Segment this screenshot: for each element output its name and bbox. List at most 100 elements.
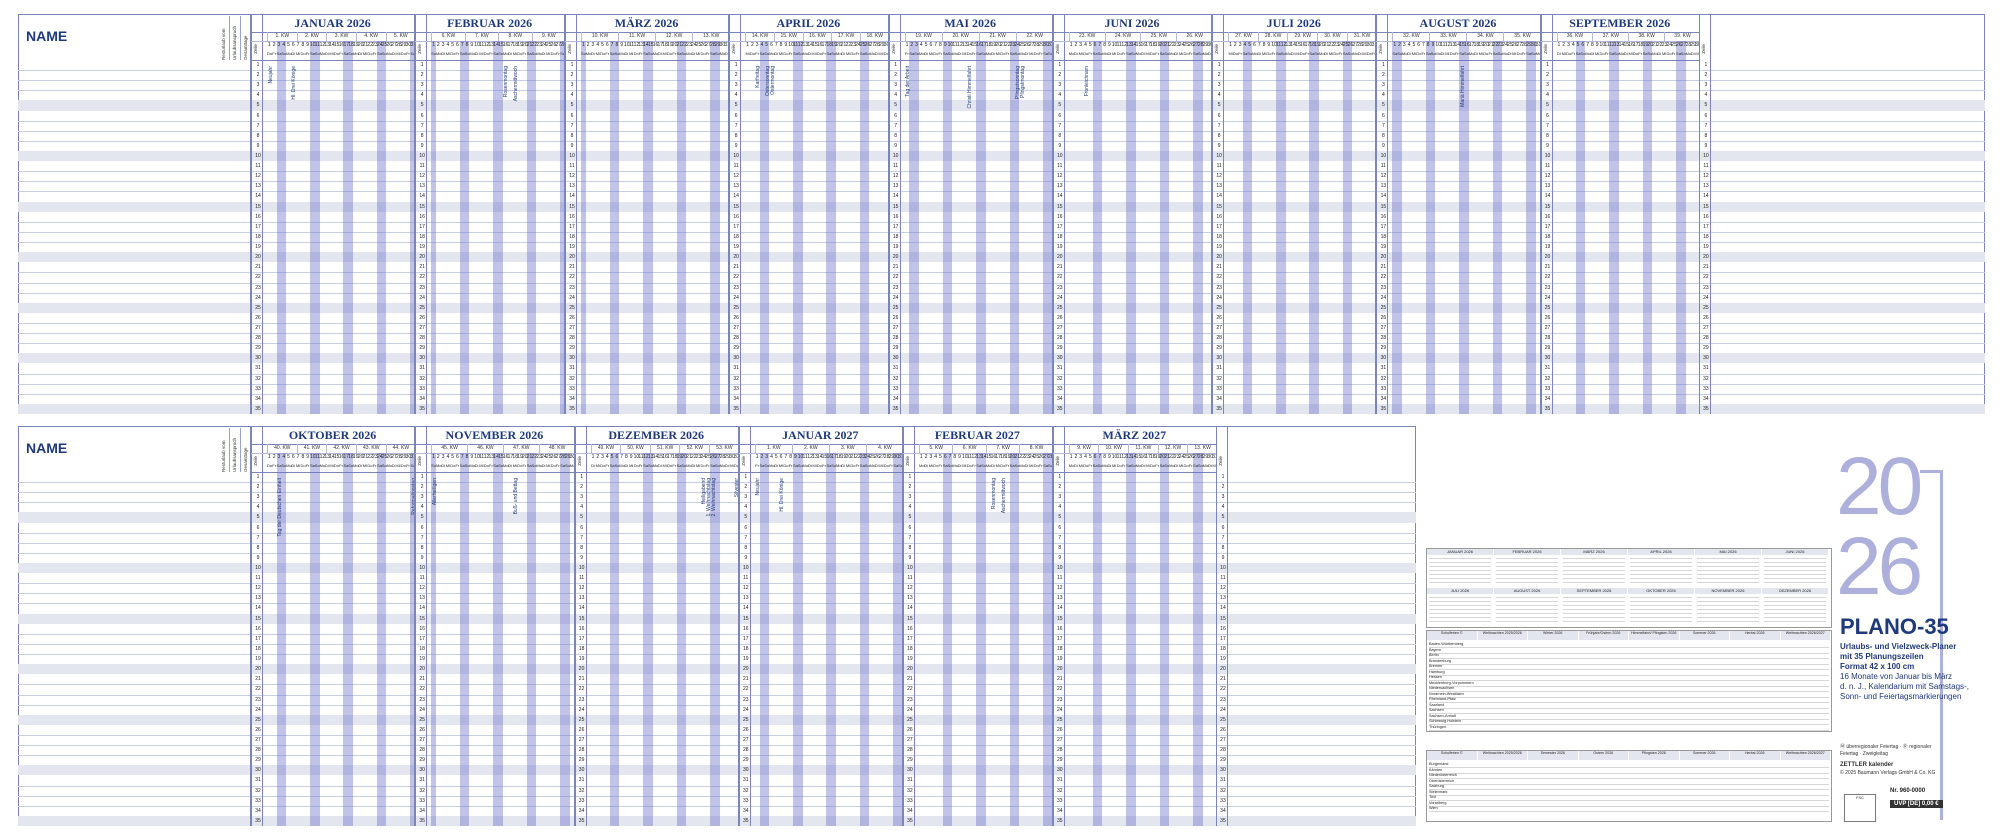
day-column: 7 Mo — [619, 453, 625, 826]
row-line — [18, 120, 1985, 122]
publisher-name: ZETTLER kalender — [1840, 762, 1894, 768]
day-number: 22 — [1328, 42, 1335, 48]
mini-cal-line — [1697, 582, 1759, 583]
row-number: 30 — [419, 767, 425, 774]
weekday-abbr: Do — [883, 51, 888, 56]
day-column: 23 Mi — [1662, 41, 1668, 414]
day-column: 14 Mi — [329, 453, 335, 826]
weekend-column: 27 Sa — [1043, 453, 1049, 826]
table-row-label: Brandenburg — [1429, 658, 1451, 663]
weekend-column: 6 Sa — [1092, 453, 1098, 826]
day-number: 13 — [488, 42, 495, 48]
day-column: 31Do — [734, 453, 738, 826]
row-number: 15 — [1056, 615, 1063, 622]
day-number: 7 — [620, 454, 624, 460]
weekday-abbr: Sa — [643, 51, 649, 56]
row-number: 31 — [1380, 365, 1387, 372]
weekend-column: 1 So — [431, 41, 436, 414]
weekday-abbr: Fr — [1671, 51, 1676, 56]
weekday-abbr: Do — [450, 463, 456, 468]
day-number: 30 — [1695, 42, 1699, 48]
day-number: 1 — [755, 454, 759, 460]
day-number: 24 — [376, 42, 383, 48]
day-column: 4 Fr — [1571, 41, 1576, 414]
row-number: 19 — [892, 244, 899, 251]
row-number: 31 — [419, 777, 425, 784]
day-column: 26 Mo — [387, 453, 393, 826]
weekday-abbr: Mi — [329, 463, 334, 468]
kw-label: 4. KW — [355, 32, 386, 41]
row-number: 2 — [256, 72, 260, 79]
weekday-abbr: So — [1247, 51, 1253, 56]
row-number: 6 — [1546, 112, 1549, 119]
row-number: 34 — [733, 395, 739, 402]
weekday-abbr: Mi — [1029, 51, 1034, 56]
day-number: 8 — [953, 454, 957, 460]
weekend-column: 14 Sa — [493, 41, 499, 414]
row-number: 20 — [1544, 254, 1551, 261]
day-number: 16 — [662, 454, 668, 460]
day-number: 19 — [990, 42, 997, 48]
row-number: 11 — [255, 575, 261, 582]
row-number: 35 — [1056, 405, 1063, 412]
weekend-column: 22 So — [531, 41, 537, 414]
row-number: 8 — [894, 132, 897, 139]
row-number: 20 — [578, 666, 585, 673]
weekday-abbr: So — [914, 51, 920, 56]
day-number: 10 — [1599, 42, 1606, 48]
mini-cal-line — [1764, 601, 1826, 602]
mini-cal-line — [1630, 601, 1692, 602]
day-column: 24 Di — [541, 41, 547, 414]
mini-cal-line — [1429, 597, 1491, 598]
day-number: 12 — [1609, 42, 1615, 48]
weekday-abbr: Sa — [1342, 51, 1348, 56]
day-number: 13 — [324, 42, 330, 48]
kw-label: 37. KW — [1592, 32, 1628, 41]
day-number: 15 — [971, 42, 978, 48]
row-line — [18, 80, 1985, 82]
weekend-column: 26 Sa — [1676, 41, 1682, 414]
row-number: 7 — [580, 534, 583, 541]
day-number: 10 — [633, 454, 640, 460]
day-column: 14 Mo — [653, 453, 659, 826]
zeile-column: Zeile 1 2 3 4 5 6 7 8 9 10 11 12 13 14 15 16 17 18 19 20 21 22… — [574, 426, 587, 826]
row-number: 32 — [892, 375, 899, 382]
row-number: 7 — [256, 122, 260, 129]
weekend-column: 21 Sa — [676, 41, 682, 414]
day-number: 19 — [1154, 454, 1161, 460]
day-number: 25 — [859, 42, 866, 48]
row-number: 5 — [744, 514, 748, 521]
day-number: 28 — [1197, 454, 1204, 460]
row-number: 33 — [255, 385, 261, 392]
weekend-column: 2 So — [1397, 41, 1402, 414]
weekend-column: 5 Sa — [609, 453, 615, 826]
day-number: 24 — [1178, 454, 1185, 460]
school-holidays-germany: Schulferien © Weihnachten 2025/2026 Winter… — [1426, 630, 1832, 732]
day-number: 15 — [1135, 454, 1142, 460]
day-number: 10 — [1111, 454, 1118, 460]
day-column: 2 Do — [750, 41, 755, 414]
weekday-abbr: Do — [1033, 51, 1039, 56]
weekday-abbr: Do — [633, 51, 639, 56]
row-number: 15 — [733, 203, 739, 210]
day-column: 29 Mo — [1203, 453, 1209, 826]
day-number: 22 — [690, 454, 697, 460]
weekday-abbr: Fr — [855, 51, 860, 56]
weekday-abbr: Fr — [972, 463, 976, 468]
day-number: 25 — [381, 42, 388, 48]
weekday-abbr: Do — [1116, 51, 1122, 56]
row-number: 1 — [580, 474, 583, 480]
weekday-abbr: Di — [1140, 463, 1145, 468]
row-line — [18, 795, 1416, 797]
day-number: 22 — [855, 454, 861, 460]
day-number: 13 — [1126, 42, 1132, 48]
row-number: 34 — [419, 807, 425, 814]
row-number: 23 — [1220, 696, 1226, 703]
weekday-abbr: So — [1580, 51, 1586, 56]
day-number: 1 — [1069, 42, 1073, 48]
table-header: Frühjahr/Ostern 2026 — [1578, 631, 1628, 640]
row-number: 29 — [419, 345, 425, 352]
weekday-abbr: Sa — [909, 51, 915, 56]
